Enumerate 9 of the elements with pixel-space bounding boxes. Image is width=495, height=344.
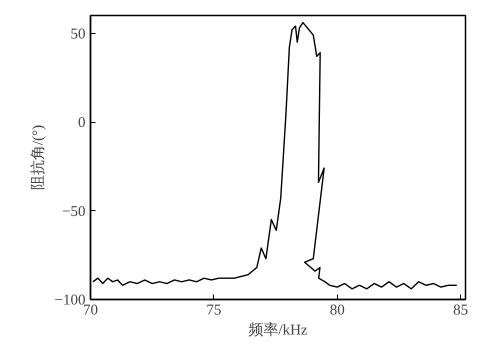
y-axis-title: 阻抗角/(°) bbox=[30, 124, 47, 190]
x-tick-label: 85 bbox=[453, 302, 468, 318]
y-tick-label: 0 bbox=[78, 115, 86, 131]
x-tick-label: 75 bbox=[206, 302, 222, 318]
x-tick-label: 80 bbox=[330, 302, 345, 318]
x-tick-label: 70 bbox=[83, 302, 98, 318]
y-tick-label: −50 bbox=[62, 204, 86, 220]
x-axis-title: 频率/kHz bbox=[248, 322, 308, 338]
y-tick-label: 50 bbox=[70, 26, 86, 42]
